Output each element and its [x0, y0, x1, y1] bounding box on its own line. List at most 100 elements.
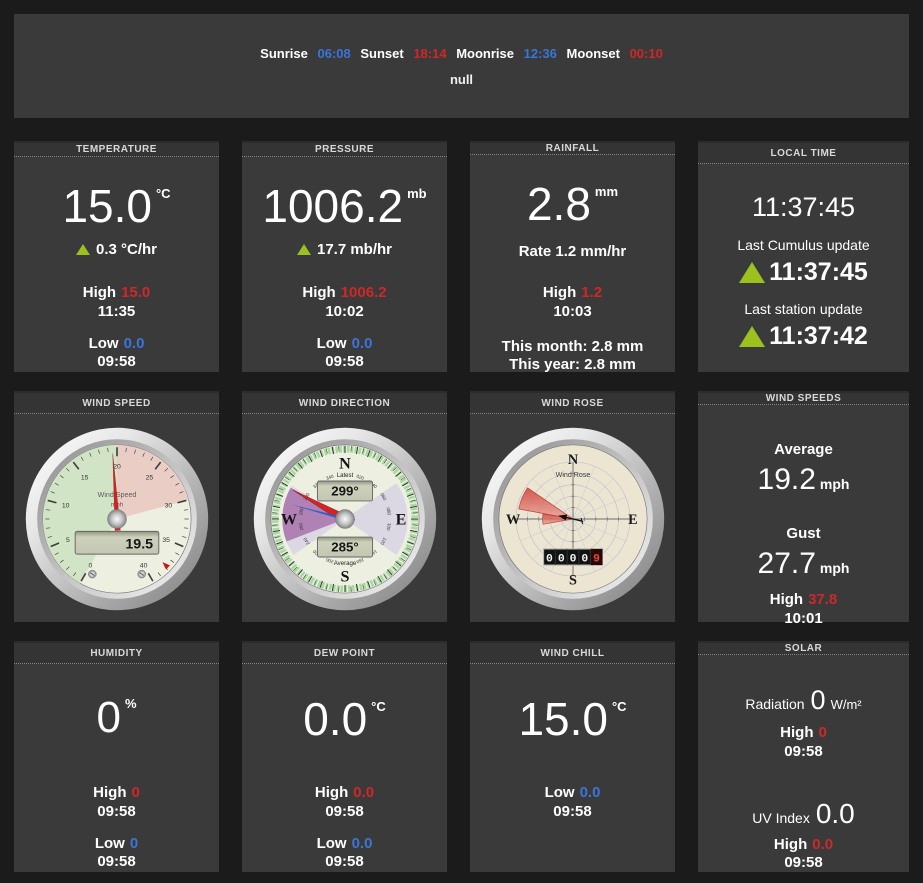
svg-text:0: 0 — [569, 553, 576, 565]
high-label: High — [82, 284, 117, 301]
gust-label: Gust — [786, 525, 821, 542]
low-label: Low — [94, 834, 125, 852]
high-time: 11:35 — [97, 302, 136, 320]
temperature-trend-text: 0.3 °C/hr — [95, 241, 158, 258]
pressure-high: High 1006.2 10:02 — [302, 284, 386, 322]
humidity-high: High 0 09:58 — [93, 784, 140, 822]
high-time: 10:01 — [784, 609, 823, 627]
wind-chill-unit: °C — [611, 699, 627, 714]
svg-text:E: E — [628, 512, 638, 528]
radiation-value: 0 — [810, 685, 826, 715]
uv-high: High 0.0 09:58 — [774, 836, 833, 874]
almanac-line: Sunrise 06:08 Sunset 18:14 Moonrise 12:3… — [257, 46, 666, 61]
low-time: 09:58 — [97, 853, 136, 871]
solar-title: SOLAR — [698, 643, 909, 655]
svg-text:S: S — [340, 569, 349, 586]
svg-text:240: 240 — [302, 536, 310, 545]
temperature-unit: °C — [155, 186, 171, 201]
lcd-display — [316, 480, 373, 502]
rainfall-rate: Rate 1.2 mm/hr — [518, 243, 627, 260]
moonrise-label: Moonrise — [456, 46, 514, 61]
wind-rose-title: WIND ROSE — [470, 393, 675, 414]
high-time: 09:58 — [325, 802, 364, 820]
svg-text:Latest: Latest — [336, 472, 353, 479]
humidity-low: Low 0 09:58 — [95, 835, 138, 873]
sunrise-label: Sunrise — [260, 46, 308, 61]
gauge-knob — [334, 509, 355, 529]
radiation-unit: W/m² — [830, 697, 862, 712]
high-value: 15.0 — [121, 284, 151, 301]
low-time: 09:58 — [325, 853, 364, 871]
temperature-trend: 0.3 °C/hr — [75, 241, 158, 258]
compass-pointer-icon — [557, 514, 583, 525]
high-label: High — [314, 784, 349, 801]
wind-direction-title: WIND DIRECTION — [242, 393, 447, 414]
moonset-label: Moonset — [566, 46, 620, 61]
svg-text:20: 20 — [113, 463, 121, 470]
svg-text:N: N — [567, 452, 578, 468]
wind-direction-gauge-holder: N E S W 020 040 060 080 100 120 140 160 200 220 240 260… — [250, 424, 440, 619]
svg-text:200: 200 — [324, 557, 333, 564]
rainfall-high: High 1.2 10:03 — [543, 284, 602, 322]
panel-wind-rose: WIND ROSE Wind Rose N E S W 0 0 0 0 9 — [470, 391, 675, 622]
radiation-high: High 0 09:58 — [780, 724, 827, 762]
sunset-value: 18:14 — [413, 46, 447, 61]
pressure-trend: 17.7 mb/hr — [296, 241, 392, 258]
pressure-unit: mb — [407, 186, 427, 201]
panel-temperature: TEMPERATURE 15.0 °C 0.3 °C/hr High 15.0 11:… — [14, 141, 219, 372]
high-value: 0 — [818, 724, 827, 741]
high-value: 0.0 — [812, 835, 834, 853]
moonset-value: 00:10 — [629, 46, 663, 61]
gauge-knob — [106, 509, 127, 529]
lcd-display — [316, 536, 373, 558]
low-time: 09:58 — [325, 353, 364, 371]
svg-text:020: 020 — [355, 474, 364, 481]
svg-text:S: S — [569, 573, 577, 589]
low-value: 0.0 — [123, 334, 145, 352]
peak-marker — [161, 562, 170, 570]
panel-dew-point: DEW POINT 0.0 °C High 0.0 09:58 Low 0.0 09:58 — [242, 641, 447, 872]
pressure-value: 1006.2 mb — [262, 183, 426, 229]
average-value: 19.2 mph — [758, 463, 850, 497]
svg-text:0: 0 — [581, 553, 588, 565]
panel-rainfall: RAINFALL 2.8 mm Rate 1.2 mm/hr High 1.2 10:… — [470, 141, 675, 374]
panel-pressure: PRESSURE 1006.2 mb 17.7 mb/hr High 1006.2 1… — [242, 141, 447, 372]
temperature-value: 15.0 °C — [62, 183, 170, 229]
svg-text:060: 060 — [379, 492, 387, 501]
rose-petal — [517, 487, 573, 520]
wind-speeds-title: WIND SPEEDS — [698, 393, 909, 405]
dew-point-number: 0.0 — [303, 693, 368, 745]
wind-rose-gauge-holder: Wind Rose N E S W 0 0 0 0 9 — [478, 424, 668, 619]
gust-value: 27.7 mph — [758, 547, 850, 581]
lcd-display — [74, 530, 159, 555]
panel-wind-chill: WIND CHILL 15.0 °C Low 0.0 09:58 — [470, 641, 675, 872]
svg-text:5: 5 — [65, 537, 69, 544]
svg-text:320: 320 — [311, 480, 320, 489]
rainfall-month: This month: 2.8 mm — [501, 337, 644, 355]
wind-chill-title: WIND CHILL — [470, 643, 675, 664]
high-label: High — [780, 724, 814, 741]
uv-row: UV Index 0.0 — [752, 798, 855, 830]
sunset-label: Sunset — [360, 46, 404, 61]
svg-text:100: 100 — [385, 523, 391, 532]
panel-grid: TEMPERATURE 15.0 °C 0.3 °C/hr High 15.0 11:… — [14, 141, 909, 872]
rainfall-year: This year: 2.8 mm — [509, 356, 636, 374]
high-value: 37.8 — [808, 591, 838, 608]
low-label: Low — [316, 834, 347, 852]
high-time: 09:58 — [784, 854, 823, 872]
svg-text:260: 260 — [298, 522, 304, 531]
svg-text:W: W — [280, 512, 296, 529]
svg-text:160: 160 — [355, 557, 364, 564]
humidity-unit: % — [124, 696, 137, 711]
svg-text:0: 0 — [546, 553, 553, 565]
temperature-low: Low 0.0 09:58 — [89, 335, 145, 373]
temperature-number: 15.0 — [62, 180, 152, 232]
svg-text:0: 0 — [557, 553, 564, 565]
wind-high: High 37.8 10:01 — [770, 591, 838, 629]
high-label: High — [542, 284, 577, 301]
low-time: 09:58 — [97, 353, 136, 371]
svg-text:35: 35 — [162, 537, 170, 544]
